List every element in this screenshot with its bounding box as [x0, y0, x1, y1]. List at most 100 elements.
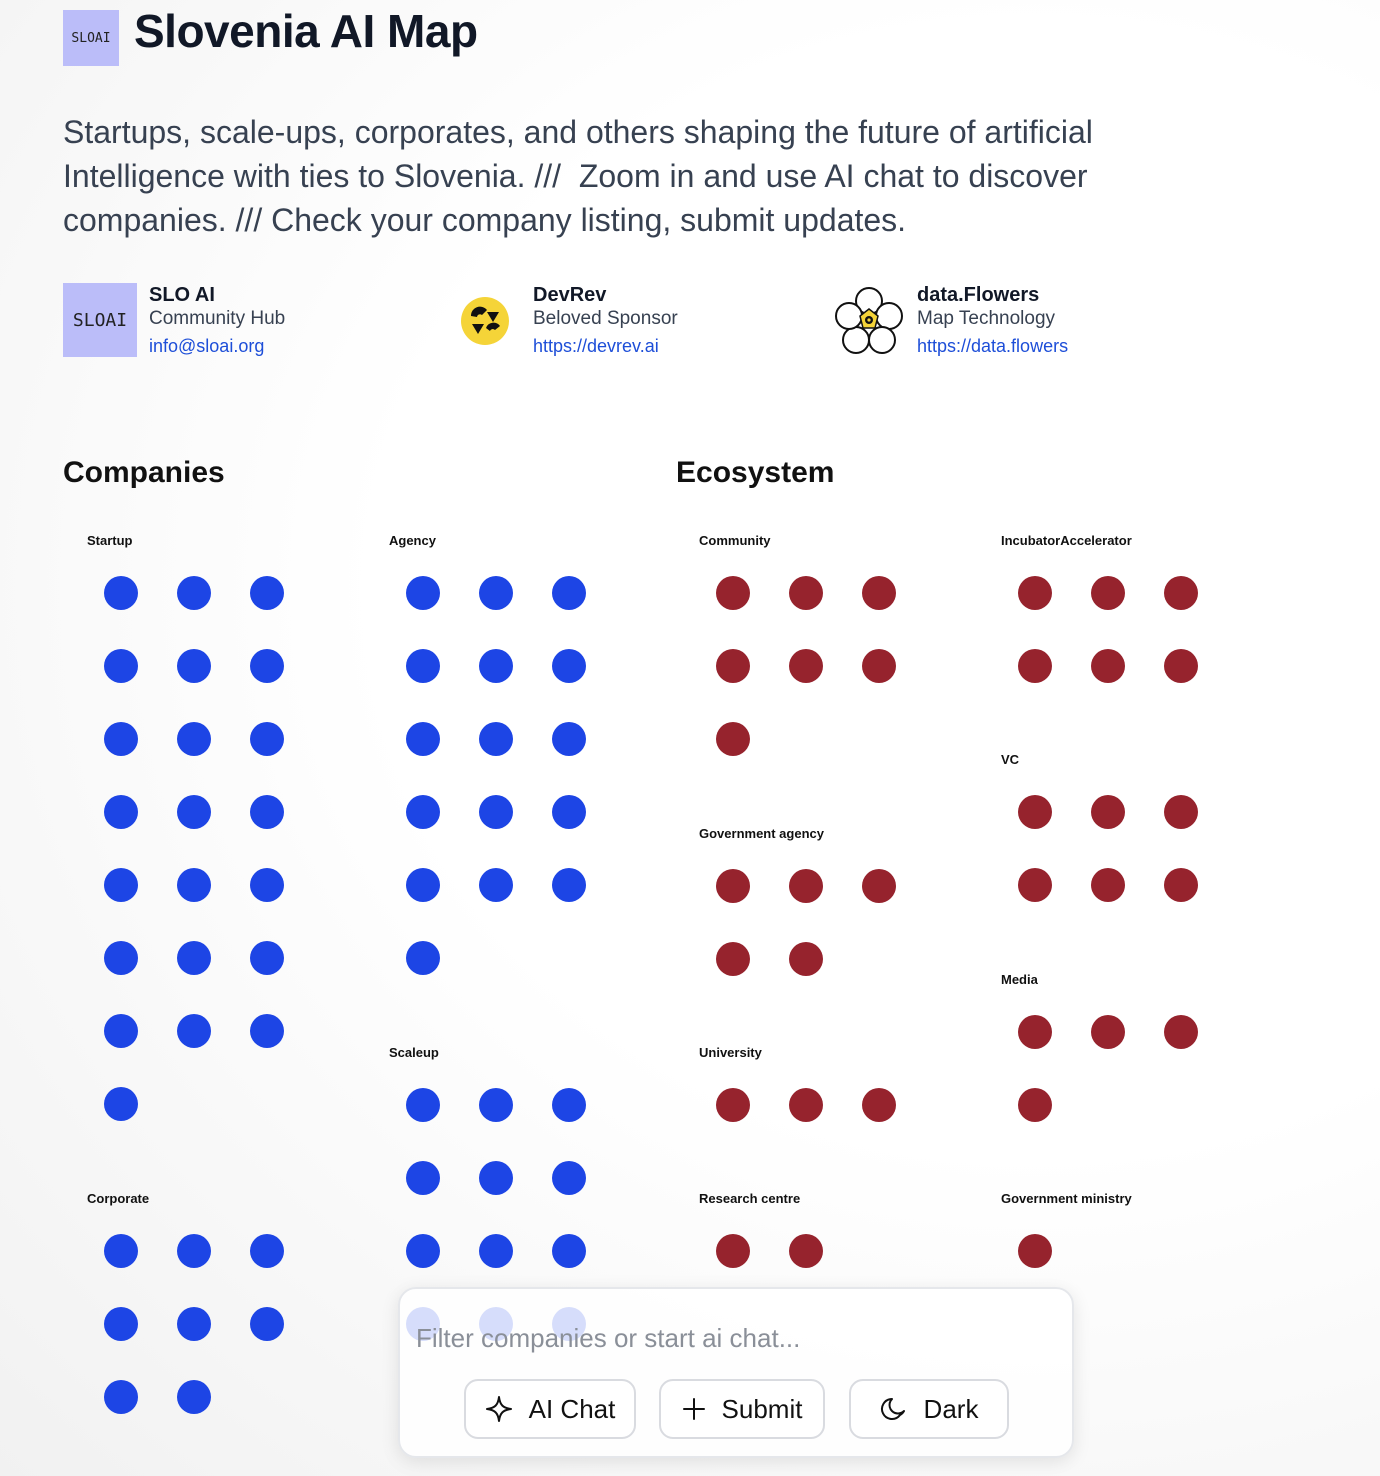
organisation-dot[interactable]: [1091, 576, 1125, 610]
organisation-dot[interactable]: [177, 649, 211, 683]
organisation-dot[interactable]: [1091, 649, 1125, 683]
organisation-dot[interactable]: [716, 722, 750, 756]
ecosystem-heading: Ecosystem: [676, 456, 835, 489]
organisation-dot[interactable]: [1018, 1234, 1052, 1268]
organisation-dot[interactable]: [177, 1014, 211, 1048]
organisation-dot[interactable]: [1091, 1015, 1125, 1049]
organisation-dot[interactable]: [406, 868, 440, 902]
organisation-dot[interactable]: [104, 1307, 138, 1341]
organisation-dot[interactable]: [104, 649, 138, 683]
organisation-dot[interactable]: [1018, 1088, 1052, 1122]
organisation-dot[interactable]: [406, 1088, 440, 1122]
organisation-dot[interactable]: [862, 576, 896, 610]
organisation-dot[interactable]: [862, 869, 896, 903]
organisation-dot[interactable]: [104, 1234, 138, 1268]
organisation-dot[interactable]: [479, 868, 513, 902]
dark-mode-button[interactable]: Dark: [849, 1379, 1009, 1439]
organisation-dot[interactable]: [716, 1234, 750, 1268]
organisation-dot[interactable]: [177, 1307, 211, 1341]
organisation-dot[interactable]: [1164, 795, 1198, 829]
organisation-dot[interactable]: [552, 576, 586, 610]
organisation-dot[interactable]: [789, 649, 823, 683]
organisation-dot[interactable]: [406, 722, 440, 756]
partner-website-link[interactable]: https://devrev.ai: [533, 336, 659, 356]
organisation-dot[interactable]: [406, 576, 440, 610]
organisation-dot[interactable]: [406, 649, 440, 683]
organisation-dot[interactable]: [552, 1161, 586, 1195]
organisation-dot[interactable]: [406, 941, 440, 975]
organisation-dot[interactable]: [552, 1234, 586, 1268]
organisation-dot[interactable]: [250, 1307, 284, 1341]
organisation-dot[interactable]: [862, 1088, 896, 1122]
organisation-dot[interactable]: [1164, 868, 1198, 902]
organisation-dot[interactable]: [1164, 649, 1198, 683]
organisation-dot[interactable]: [789, 1234, 823, 1268]
organisation-dot[interactable]: [250, 868, 284, 902]
partner-website-link[interactable]: https://data.flowers: [917, 336, 1069, 356]
organisation-dot[interactable]: [250, 941, 284, 975]
organisation-dot[interactable]: [716, 942, 750, 976]
organisation-dot[interactable]: [177, 868, 211, 902]
organisation-dot[interactable]: [1018, 576, 1052, 610]
organisation-dot[interactable]: [552, 795, 586, 829]
organisation-dot[interactable]: [177, 576, 211, 610]
organisation-dot[interactable]: [177, 1380, 211, 1414]
organisation-dot[interactable]: [104, 1014, 138, 1048]
organisation-dot[interactable]: [479, 1234, 513, 1268]
organisation-dot[interactable]: [789, 942, 823, 976]
organisation-dot[interactable]: [104, 722, 138, 756]
partner-email-link[interactable]: info@sloai.org: [149, 336, 265, 356]
organisation-dot[interactable]: [789, 1088, 823, 1122]
organisation-dot[interactable]: [789, 869, 823, 903]
organisation-dot[interactable]: [716, 576, 750, 610]
organisation-dot[interactable]: [104, 941, 138, 975]
organisation-dot[interactable]: [479, 795, 513, 829]
organisation-dot[interactable]: [716, 869, 750, 903]
organisation-dot[interactable]: [1018, 649, 1052, 683]
partner-role: Map Technology: [917, 308, 1056, 329]
organisation-dot[interactable]: [250, 1014, 284, 1048]
organisation-dot[interactable]: [716, 649, 750, 683]
organisation-dot[interactable]: [250, 576, 284, 610]
organisation-dot[interactable]: [104, 576, 138, 610]
organisation-dot[interactable]: [250, 795, 284, 829]
organisation-dot[interactable]: [479, 1161, 513, 1195]
filter-input[interactable]: [414, 1313, 1058, 1363]
organisation-dot[interactable]: [1091, 868, 1125, 902]
organisation-dot[interactable]: [406, 795, 440, 829]
organisation-dot[interactable]: [1018, 795, 1052, 829]
organisation-dot[interactable]: [789, 576, 823, 610]
organisation-dot[interactable]: [479, 576, 513, 610]
moon-icon: [880, 1395, 908, 1423]
organisation-dot[interactable]: [1091, 795, 1125, 829]
organisation-dot[interactable]: [552, 722, 586, 756]
organisation-dot[interactable]: [177, 941, 211, 975]
organisation-dot[interactable]: [177, 722, 211, 756]
organisation-dot[interactable]: [250, 722, 284, 756]
organisation-dot[interactable]: [104, 1380, 138, 1414]
organisation-dot[interactable]: [250, 1234, 284, 1268]
organisation-dot[interactable]: [716, 1088, 750, 1122]
organisation-dot[interactable]: [552, 1088, 586, 1122]
organisation-dot[interactable]: [177, 1234, 211, 1268]
organisation-dot[interactable]: [406, 1161, 440, 1195]
organisation-dot[interactable]: [552, 868, 586, 902]
organisation-dot[interactable]: [406, 1234, 440, 1268]
organisation-dot[interactable]: [104, 1087, 138, 1121]
organisation-dot[interactable]: [104, 868, 138, 902]
submit-button[interactable]: Submit: [659, 1379, 825, 1439]
organisation-dot[interactable]: [250, 649, 284, 683]
organisation-dot[interactable]: [1018, 868, 1052, 902]
organisation-dot[interactable]: [862, 649, 896, 683]
organisation-dot[interactable]: [552, 649, 586, 683]
organisation-dot[interactable]: [177, 795, 211, 829]
site-logo[interactable]: SLOAI: [63, 10, 119, 66]
organisation-dot[interactable]: [479, 649, 513, 683]
ai-chat-button[interactable]: AI Chat: [464, 1379, 636, 1439]
organisation-dot[interactable]: [1164, 576, 1198, 610]
organisation-dot[interactable]: [1018, 1015, 1052, 1049]
organisation-dot[interactable]: [479, 1088, 513, 1122]
organisation-dot[interactable]: [479, 722, 513, 756]
organisation-dot[interactable]: [1164, 1015, 1198, 1049]
organisation-dot[interactable]: [104, 795, 138, 829]
